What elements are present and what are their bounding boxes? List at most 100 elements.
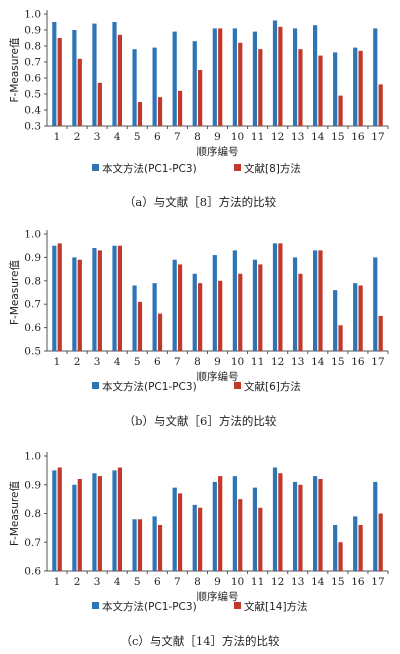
bar-series2 <box>157 313 163 351</box>
x-axis-label: 顺序编号 <box>197 590 239 603</box>
bar-series1 <box>232 250 237 351</box>
bar-series1 <box>333 525 338 571</box>
x-tick-label: 3 <box>94 131 101 143</box>
legend: 本文方法(PC1-PC3) 文献[8]方法 <box>92 162 301 175</box>
bar-series1 <box>112 22 117 126</box>
x-tick-label: 7 <box>174 131 181 143</box>
bar-series2 <box>137 519 143 571</box>
bar-series1 <box>252 487 258 571</box>
bar-series2 <box>57 38 62 126</box>
bar-series1 <box>353 47 358 126</box>
bar-series2 <box>218 476 223 571</box>
y-tick-label: 0.7 <box>24 537 41 549</box>
x-axis-label: 顺序编号 <box>197 370 239 383</box>
bar-series1 <box>112 245 117 351</box>
x-tick-label: 5 <box>134 576 141 588</box>
bar-series2 <box>97 82 102 126</box>
x-tick-label: 17 <box>371 356 384 368</box>
legend-swatch-series2 <box>234 164 241 171</box>
x-tick-label: 17 <box>371 131 384 143</box>
x-tick-label: 17 <box>371 576 384 588</box>
x-tick-label: 7 <box>174 356 181 368</box>
bar-series2 <box>77 479 82 571</box>
y-tick-label: 0.6 <box>24 73 41 85</box>
bar-series2 <box>298 49 303 127</box>
bar-series1 <box>272 243 278 351</box>
bar-series2 <box>117 245 123 351</box>
x-tick-label: 1 <box>54 576 61 588</box>
x-tick-label: 1 <box>54 131 61 143</box>
y-axis-label: F-Measure值 <box>8 37 21 102</box>
x-tick-label: 12 <box>271 576 284 588</box>
x-tick-label: 8 <box>194 356 201 368</box>
y-tick-label: 0.6 <box>24 322 41 334</box>
bar-series1 <box>312 476 318 571</box>
x-tick-label: 16 <box>351 576 365 588</box>
bar-series2 <box>318 250 323 351</box>
x-tick-label: 10 <box>231 131 244 143</box>
x-tick-label: 15 <box>331 131 344 143</box>
x-tick-label: 12 <box>271 131 284 143</box>
legend-label-series1: 本文方法(PC1-PC3) <box>102 380 197 393</box>
bar-series2 <box>57 467 62 571</box>
legend: 本文方法(PC1-PC3) 文献[14]方法 <box>92 600 308 613</box>
x-tick-label: 14 <box>311 576 325 588</box>
bar-series2 <box>177 493 183 571</box>
bar-series1 <box>272 20 278 126</box>
y-tick-label: 1.0 <box>24 451 41 463</box>
legend-swatch-series2 <box>234 602 241 609</box>
bar-series2 <box>318 479 323 571</box>
bar-series1 <box>72 257 77 351</box>
x-tick-label: 11 <box>251 131 264 143</box>
x-tick-label: 16 <box>351 131 365 143</box>
bar-series2 <box>177 90 183 126</box>
legend-label-series2: 文献[6]方法 <box>244 380 301 393</box>
x-tick-label: 3 <box>94 356 101 368</box>
y-tick-label: 0.4 <box>24 105 41 117</box>
figure-caption: （a）与文献［8］方法的比较 <box>124 195 277 209</box>
x-tick-label: 9 <box>214 131 221 143</box>
bar-series1 <box>212 28 217 126</box>
bar-series2 <box>298 484 303 571</box>
legend-swatch-series2 <box>234 382 241 389</box>
bar-series2 <box>238 273 243 351</box>
x-tick-label: 11 <box>251 576 264 588</box>
bar-series2 <box>137 301 143 351</box>
bar-series1 <box>92 23 97 127</box>
x-tick-label: 4 <box>114 356 121 368</box>
x-tick-label: 9 <box>214 576 221 588</box>
bar-series1 <box>232 476 237 571</box>
y-tick-label: 1.0 <box>24 9 41 21</box>
bar-series2 <box>378 513 383 571</box>
y-tick-label: 0.5 <box>24 346 41 358</box>
bar-series1 <box>212 255 217 351</box>
legend-swatch-series1 <box>92 164 99 171</box>
bar-series2 <box>358 525 363 571</box>
x-tick-label: 13 <box>291 356 304 368</box>
bar-series2 <box>278 243 283 351</box>
bar-series2 <box>218 280 223 351</box>
bar-series2 <box>77 259 82 351</box>
x-tick-label: 13 <box>291 576 304 588</box>
legend-swatch-series1 <box>92 602 99 609</box>
bar-series1 <box>132 49 137 127</box>
bar-series2 <box>198 70 203 126</box>
bar-series2 <box>318 55 323 126</box>
y-tick-label: 0.3 <box>24 121 41 133</box>
y-axis-label: F-Measure值 <box>8 260 21 325</box>
x-tick-label: 15 <box>331 356 344 368</box>
bar-series2 <box>278 26 283 126</box>
legend: 本文方法(PC1-PC3) 文献[6]方法 <box>92 380 301 393</box>
x-tick-label: 13 <box>291 131 304 143</box>
bar-series1 <box>172 31 177 127</box>
bar-series1 <box>72 484 77 571</box>
bar-series2 <box>258 507 263 571</box>
bar-series2 <box>338 95 343 126</box>
figure-caption: （b）与文献［6］方法的比较 <box>124 414 277 428</box>
bar-series1 <box>92 248 97 351</box>
bar-series1 <box>333 52 338 126</box>
bar-series2 <box>338 542 343 571</box>
bar-series1 <box>312 250 318 351</box>
x-tick-label: 10 <box>231 356 244 368</box>
